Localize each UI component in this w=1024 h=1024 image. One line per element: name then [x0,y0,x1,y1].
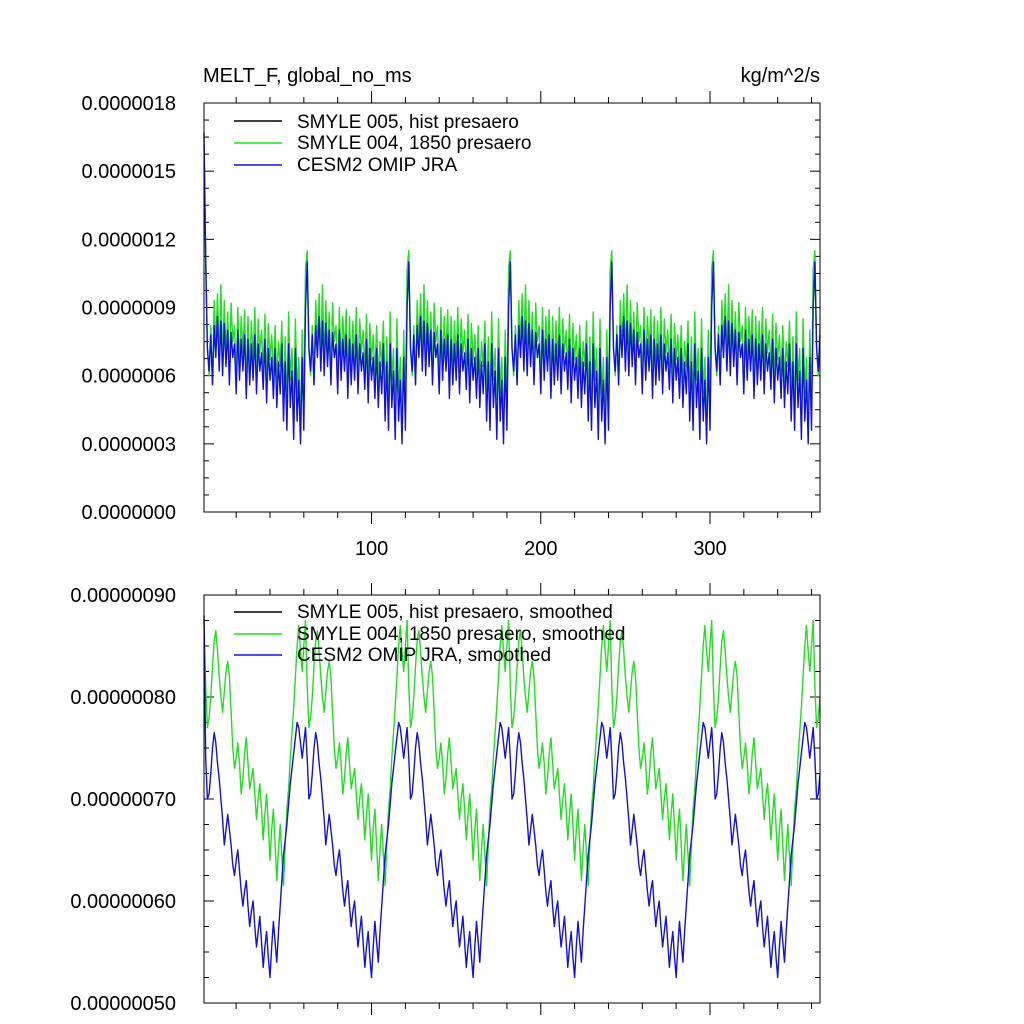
bottom-panel: 0.00000050 0.00000060 0.00000070 0.00000080… [70,583,821,1015]
x-tick-label: 200 [524,538,557,560]
top-panel: MELT_F, global_no_ms kg/m^2/s 0.00000000… [81,65,821,560]
y-tick-label: 0.00000090 [70,585,176,607]
top-panel-legend: SMYLE 005, hist presaero SMYLE 004, 1850… [234,112,532,176]
series-line-1 [203,619,821,887]
top-panel-frame [203,102,821,513]
y-tick-label: 0.0000015 [81,161,176,183]
x-tick-label: 100 [355,538,388,560]
bottom-panel-legend: SMYLE 005, hist presaero, smoothed SMYLE… [234,602,625,666]
legend-label-smyle005-smoothed: SMYLE 005, hist presaero, smoothed [297,602,613,623]
legend-label-smyle005: SMYLE 005, hist presaero [297,112,519,133]
top-panel-series [203,132,821,445]
legend-label-cesm2: CESM2 OMIP JRA [297,155,457,176]
y-tick-label: 0.00000080 [70,687,176,709]
legend-label-smyle004-smoothed: SMYLE 004, 1850 presaero, smoothed [297,624,625,645]
bottom-panel-ticks: 0.00000050 0.00000060 0.00000070 0.00000080… [70,583,820,1015]
y-tick-label: 0.0000003 [81,434,176,456]
y-tick-label: 0.00000050 [70,993,176,1015]
top-panel-title: MELT_F, global_no_ms [203,65,412,87]
y-tick-label: 0.0000006 [81,366,176,388]
series-line-2 [203,615,821,979]
top-panel-units: kg/m^2/s [741,65,820,87]
y-tick-label: 0.0000000 [81,502,176,524]
bottom-panel-frame [203,594,821,1004]
x-tick-label: 300 [693,538,726,560]
y-tick-label: 0.0000009 [81,298,176,320]
bottom-panel-series [203,615,821,979]
legend-label-smyle004: SMYLE 004, 1850 presaero [297,133,532,154]
y-tick-label: 0.0000018 [81,93,176,115]
series-line-2 [203,132,821,445]
y-tick-label: 0.00000070 [70,789,176,811]
legend-label-cesm2-smoothed: CESM2 OMIP JRA, smoothed [297,645,551,666]
y-tick-label: 0.0000012 [81,229,176,251]
top-panel-ticks: 0.0000000 0.0000003 0.0000006 0.0000009 0.00… [81,91,820,560]
y-tick-label: 0.00000060 [70,891,176,913]
